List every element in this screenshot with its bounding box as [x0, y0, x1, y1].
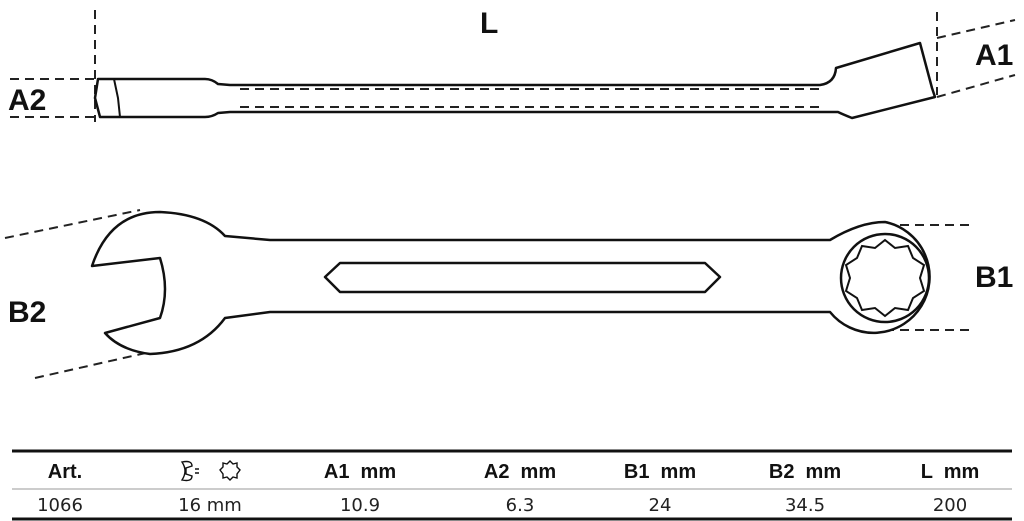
cell-a1: 10.9	[340, 495, 380, 516]
header-art: Art.	[48, 461, 82, 483]
handle-slot	[323, 261, 722, 294]
label-a1: A1	[975, 39, 1013, 72]
header-b1: B1 mm	[624, 461, 696, 483]
wrench-side-outline	[93, 41, 937, 120]
header-a1: A1 mm	[324, 461, 396, 483]
dim-line-a1-bottom	[936, 74, 1016, 98]
ring-inner	[839, 232, 931, 324]
dim-line-b2-top	[4, 209, 141, 239]
header-a2: A2 mm	[484, 461, 556, 483]
side-view: L A2 A1	[8, 7, 1016, 122]
dim-line-a1-top	[936, 19, 1016, 39]
cell-l: 200	[933, 495, 967, 516]
dim-line-b2-bottom	[34, 351, 151, 379]
front-view: B1 B2	[4, 209, 1013, 379]
cell-a2: 6.3	[506, 495, 535, 516]
cell-size: 16 mm	[178, 495, 242, 516]
header-b2: B2 mm	[769, 461, 841, 483]
ring-12-point	[844, 238, 926, 318]
cell-b2: 34.5	[785, 495, 825, 516]
header-l: L mm	[921, 461, 980, 483]
cell-b1: 24	[649, 495, 672, 516]
open-end-ring-icon	[180, 460, 241, 482]
spec-table: Art. A1 mm A2 mm B1 mm B2 mm L mm 1066 1…	[12, 449, 1012, 521]
label-l: L	[480, 7, 498, 40]
cell-art: 1066	[37, 495, 83, 516]
label-b1: B1	[975, 261, 1013, 294]
label-a2: A2	[8, 84, 46, 117]
label-b2: B2	[8, 296, 46, 329]
side-chamfer	[113, 78, 121, 118]
